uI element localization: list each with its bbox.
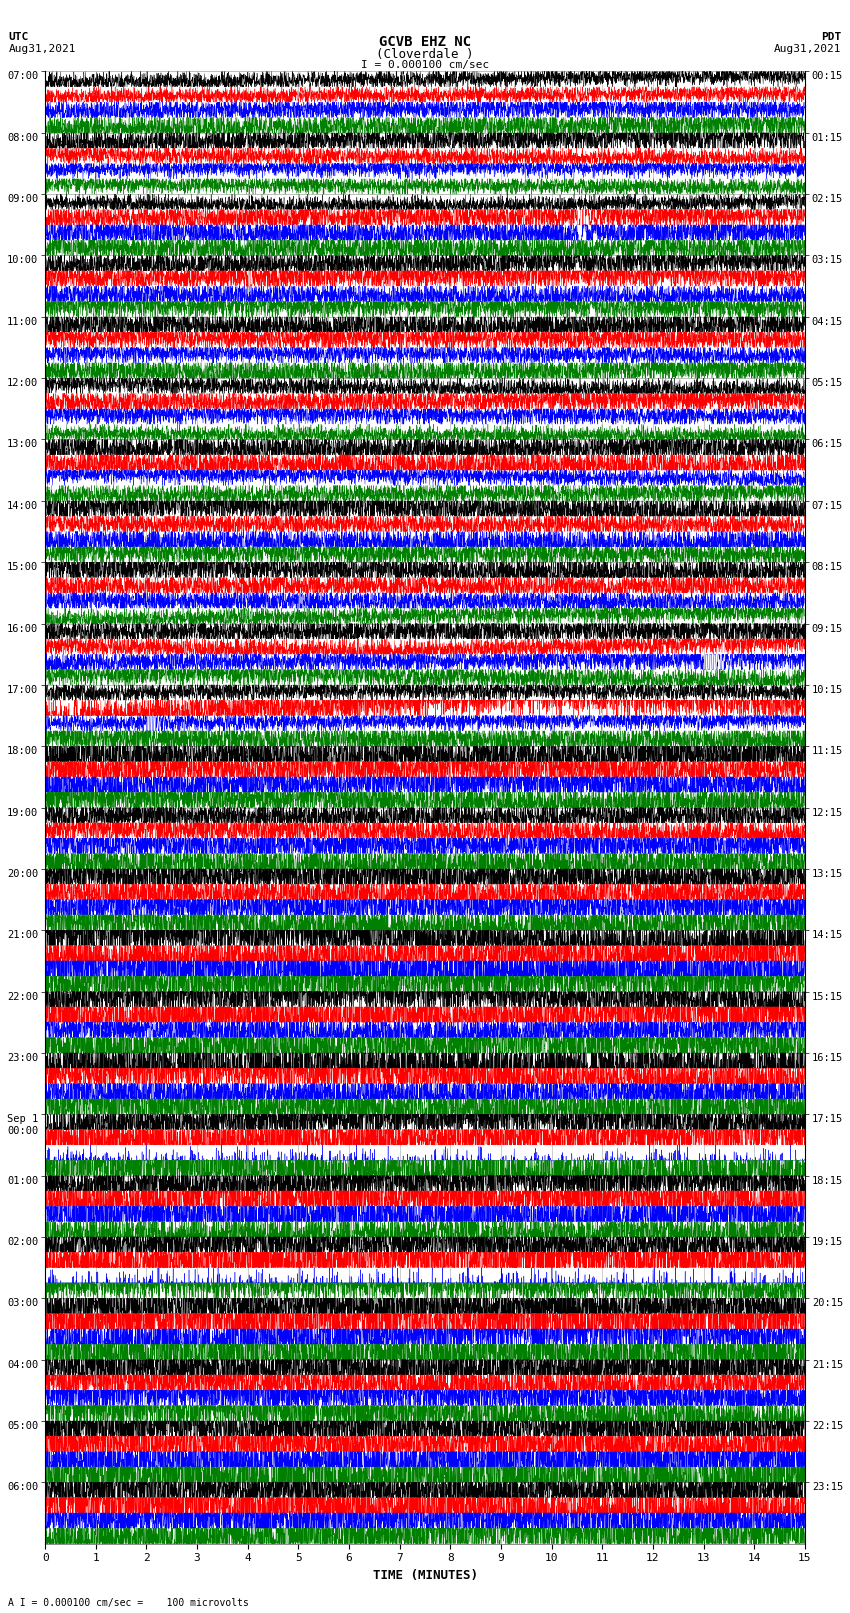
- Text: A I = 0.000100 cm/sec =    100 microvolts: A I = 0.000100 cm/sec = 100 microvolts: [8, 1598, 249, 1608]
- Text: I = 0.000100 cm/sec: I = 0.000100 cm/sec: [361, 60, 489, 69]
- Text: PDT: PDT: [821, 32, 842, 42]
- Text: GCVB EHZ NC: GCVB EHZ NC: [379, 35, 471, 50]
- Text: Aug31,2021: Aug31,2021: [774, 44, 842, 53]
- Text: UTC: UTC: [8, 32, 29, 42]
- Text: Aug31,2021: Aug31,2021: [8, 44, 76, 53]
- Text: (Cloverdale ): (Cloverdale ): [377, 48, 473, 61]
- X-axis label: TIME (MINUTES): TIME (MINUTES): [372, 1569, 478, 1582]
